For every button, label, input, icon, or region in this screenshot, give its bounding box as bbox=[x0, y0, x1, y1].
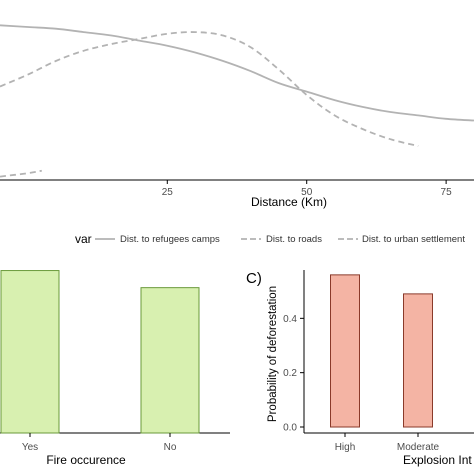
series-line-2 bbox=[0, 169, 42, 178]
x-tick-label-0: 25 bbox=[162, 187, 174, 198]
bar2-category-label-1: Moderate bbox=[397, 442, 440, 453]
legend: var Dist. to refugees camps Dist. to roa… bbox=[75, 232, 465, 246]
bar1-bar-no bbox=[140, 287, 200, 434]
series-line-0 bbox=[0, 24, 474, 122]
bar2-x-axis-label: Explosion Int bbox=[403, 453, 472, 467]
distance-density-panel: 25 50 75 Distance (Km) bbox=[0, 24, 474, 209]
fire-occurence-panel: Yes No Fire occurence bbox=[0, 270, 230, 467]
bar2-y-tick-label-1: 0.2 bbox=[283, 368, 297, 379]
legend-title: var bbox=[75, 232, 92, 246]
bar1-bar-yes bbox=[0, 270, 60, 434]
line-x-axis-label: Distance (Km) bbox=[251, 195, 327, 209]
bar2-bar-high bbox=[330, 274, 360, 428]
legend-entry-refugees-camps: Dist. to refugees camps bbox=[120, 234, 220, 245]
bar2-bar-moderate bbox=[403, 293, 433, 428]
x-tick-label-2: 75 bbox=[441, 187, 453, 198]
bar1-category-label-1: No bbox=[164, 442, 177, 453]
panel-c-label: C) bbox=[246, 270, 262, 287]
explosion-intensity-panel: C) Probability of deforestation 0.0 0.2 0.… bbox=[246, 270, 474, 467]
bar2-y-tick-label-0: 0.0 bbox=[283, 423, 297, 434]
bar1-x-axis-label: Fire occurence bbox=[46, 453, 126, 467]
bar2-y-axis-label: Probability of deforestation bbox=[267, 286, 279, 422]
legend-entry-urban-settlement: Dist. to urban settlement bbox=[362, 234, 465, 245]
legend-entry-roads: Dist. to roads bbox=[266, 234, 322, 245]
bar2-y-tick-label-2: 0.4 bbox=[283, 314, 297, 325]
bar1-category-label-0: Yes bbox=[22, 442, 38, 453]
bar2-category-label-0: High bbox=[335, 442, 356, 453]
series-line-1 bbox=[0, 31, 419, 147]
x-tick-label-1: 50 bbox=[301, 187, 313, 198]
